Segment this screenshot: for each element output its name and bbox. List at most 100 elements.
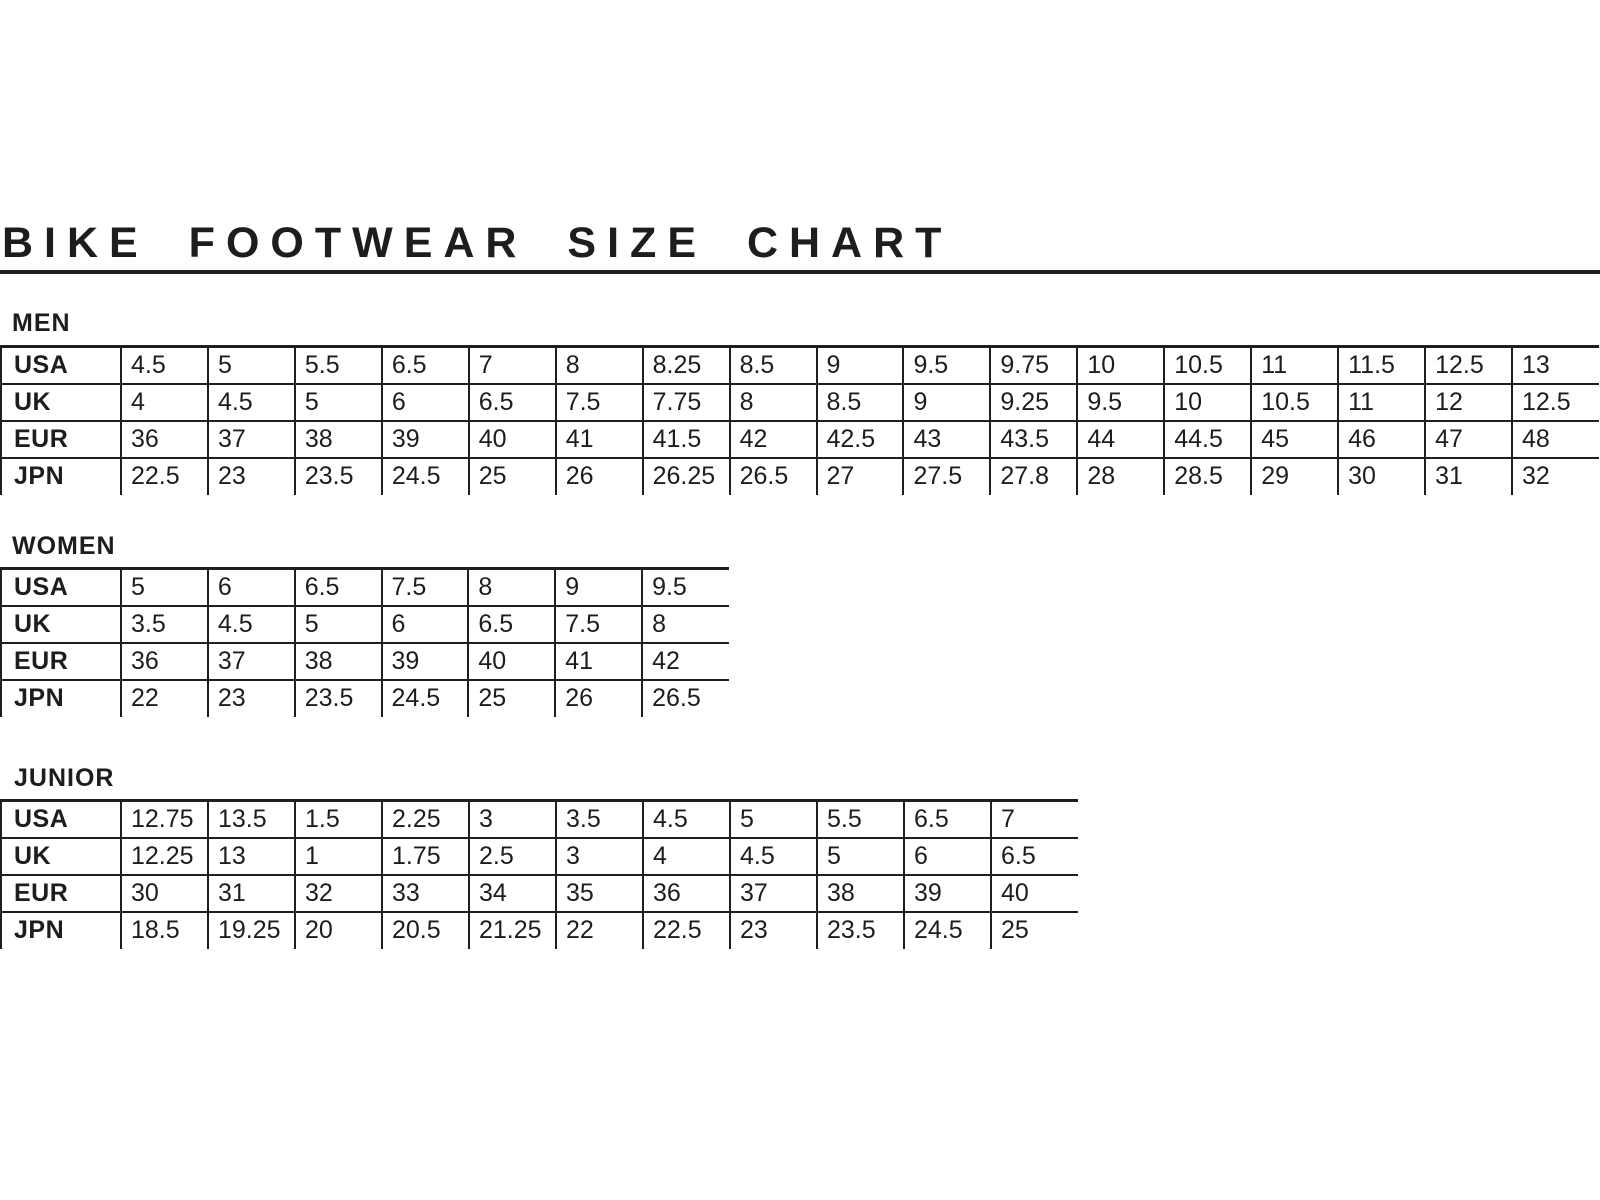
- title-divider: [0, 270, 1600, 274]
- size-cell: 6: [903, 837, 991, 876]
- row-label: JPN: [0, 679, 121, 717]
- size-cell: 41.5: [641, 420, 730, 459]
- size-cell: 1: [294, 837, 382, 876]
- size-cell: 23: [729, 911, 817, 949]
- size-cell: 5: [206, 346, 295, 385]
- size-cell: 8.5: [815, 383, 904, 422]
- size-cell: 9.25: [989, 383, 1078, 422]
- size-cell: 4.5: [729, 837, 817, 876]
- size-cell: 8: [554, 346, 643, 385]
- size-cell: 2.5: [468, 837, 556, 876]
- size-cell: 8: [728, 383, 817, 422]
- size-cell: 23: [206, 679, 295, 717]
- size-cell: 8.25: [641, 346, 730, 385]
- size-cell: 9.5: [641, 568, 729, 607]
- size-cell: 5.5: [293, 346, 382, 385]
- table-row: EUR 36 37 38 39 40 41 42: [0, 642, 729, 681]
- size-cell: 3.5: [120, 605, 208, 644]
- size-cell: 8: [467, 568, 556, 607]
- size-cell: 2.25: [381, 800, 469, 839]
- section-label-junior: JUNIOR: [14, 764, 115, 792]
- size-cell: 20: [294, 911, 382, 949]
- size-cell: 5: [293, 383, 382, 422]
- row-label: EUR: [0, 420, 121, 459]
- table-row: JPN 22.5 23 23.5 24.5 25 26 26.25 26.5 27 27.5 27.8…: [0, 457, 1599, 495]
- size-cell: 11: [1337, 383, 1426, 422]
- size-cell: 39: [903, 874, 991, 913]
- size-cell: 26.25: [641, 457, 730, 495]
- size-cell: 37: [206, 420, 295, 459]
- size-cell: 42: [728, 420, 817, 459]
- size-cell: 9.5: [902, 346, 991, 385]
- size-cell: 24.5: [903, 911, 991, 949]
- size-cell: 4.5: [120, 346, 208, 385]
- size-cell: 7.75: [641, 383, 730, 422]
- row-label: UK: [0, 837, 121, 876]
- size-cell: 36: [642, 874, 730, 913]
- size-cell: 22: [555, 911, 643, 949]
- size-cell: 25: [990, 911, 1078, 949]
- size-cell: 6: [380, 383, 469, 422]
- row-label: EUR: [0, 874, 121, 913]
- size-cell: 21.25: [468, 911, 556, 949]
- size-cell: 40: [990, 874, 1078, 913]
- size-cell: 13: [207, 837, 295, 876]
- size-cell: 12.5: [1511, 383, 1599, 422]
- size-cell: 32: [294, 874, 382, 913]
- table-row: UK 4 4.5 5 6 6.5 7.5 7.75 8 8.5 9 9.25 9.5 10 10.5 11 12…: [0, 383, 1599, 422]
- size-cell: 6: [206, 568, 295, 607]
- size-cell: 25: [467, 457, 556, 495]
- size-cell: 41: [554, 420, 643, 459]
- size-cell: 48: [1511, 420, 1599, 459]
- size-cell: 24.5: [380, 457, 469, 495]
- size-cell: 7.5: [554, 605, 643, 644]
- size-cell: 8: [641, 605, 729, 644]
- size-cell: 6.5: [380, 346, 469, 385]
- size-cell: 26.5: [728, 457, 817, 495]
- size-cell: 4.5: [642, 800, 730, 839]
- size-cell: 5: [120, 568, 208, 607]
- size-cell: 39: [380, 642, 469, 681]
- size-cell: 4: [120, 383, 208, 422]
- size-cell: 40: [467, 420, 556, 459]
- size-cell: 12.25: [120, 837, 208, 876]
- size-cell: 27.5: [902, 457, 991, 495]
- size-cell: 34: [468, 874, 556, 913]
- size-cell: 8.5: [728, 346, 817, 385]
- size-cell: 38: [293, 420, 382, 459]
- size-cell: 38: [293, 642, 382, 681]
- row-label: JPN: [0, 457, 121, 495]
- size-cell: 27: [815, 457, 904, 495]
- page-title: BIKE FOOTWEAR SIZE CHART: [2, 219, 953, 267]
- size-cell: 37: [206, 642, 295, 681]
- size-cell: 22.5: [120, 457, 208, 495]
- section-label-women: WOMEN: [12, 532, 116, 560]
- size-cell: 6.5: [467, 383, 556, 422]
- table-row: UK 3.5 4.5 5 6 6.5 7.5 8: [0, 605, 729, 644]
- size-cell: 38: [816, 874, 904, 913]
- size-cell: 3: [468, 800, 556, 839]
- table-row: EUR 30 31 32 33 34 35 36 37 38 39 40: [0, 874, 1078, 913]
- size-cell: 42.5: [815, 420, 904, 459]
- size-cell: 35: [555, 874, 643, 913]
- size-cell: 28.5: [1163, 457, 1252, 495]
- row-label: JPN: [0, 911, 121, 949]
- row-label: USA: [0, 346, 121, 385]
- size-cell: 13: [1511, 346, 1599, 385]
- size-cell: 26: [554, 457, 643, 495]
- size-cell: 44: [1076, 420, 1165, 459]
- size-cell: 42: [641, 642, 729, 681]
- size-cell: 3.5: [555, 800, 643, 839]
- size-cell: 23.5: [293, 679, 382, 717]
- size-cell: 18.5: [120, 911, 208, 949]
- size-cell: 31: [207, 874, 295, 913]
- size-cell: 36: [120, 420, 208, 459]
- size-cell: 31: [1424, 457, 1512, 495]
- size-cell: 10: [1076, 346, 1165, 385]
- table-row: JPN 18.5 19.25 20 20.5 21.25 22 22.5 23 23.5 24.5 2…: [0, 911, 1078, 949]
- size-cell: 6.5: [990, 837, 1078, 876]
- size-cell: 6: [380, 605, 469, 644]
- size-cell: 37: [729, 874, 817, 913]
- row-label: USA: [0, 800, 121, 839]
